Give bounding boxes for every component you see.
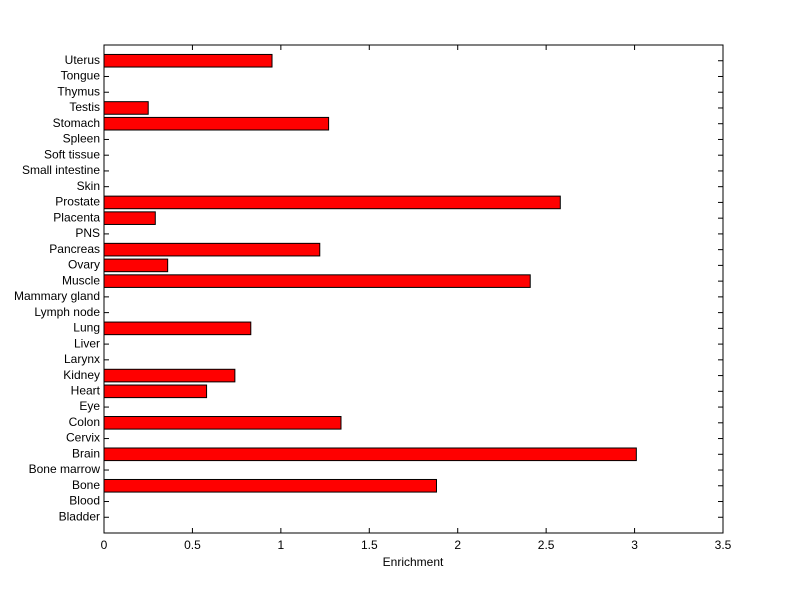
x-tick-label: 2 bbox=[454, 538, 461, 552]
bar bbox=[103, 242, 321, 257]
bar bbox=[103, 384, 208, 399]
y-tick-label: Cervix bbox=[66, 431, 100, 445]
y-tick-label: Spleen bbox=[63, 132, 100, 146]
x-tick-label: 2.5 bbox=[538, 538, 555, 552]
y-tick-label: Bladder bbox=[59, 509, 100, 523]
y-tick-label: Lung bbox=[73, 321, 100, 335]
bar bbox=[103, 258, 169, 273]
x-tick-label: 0 bbox=[101, 538, 108, 552]
x-axis-label: Enrichment bbox=[383, 555, 444, 569]
bar bbox=[103, 53, 273, 68]
bar bbox=[103, 116, 330, 131]
bar bbox=[103, 321, 252, 336]
x-tick-label: 0.5 bbox=[184, 538, 201, 552]
y-tick-label: Heart bbox=[71, 383, 101, 397]
bar bbox=[103, 447, 637, 462]
y-tick-label: Uterus bbox=[65, 53, 100, 67]
y-tick-label: Lymph node bbox=[34, 305, 100, 319]
bar bbox=[103, 416, 342, 430]
y-tick-label: Skin bbox=[77, 179, 100, 193]
bar bbox=[103, 274, 531, 288]
y-tick-label: Soft tissue bbox=[44, 147, 100, 161]
y-tick-label: Mammary gland bbox=[14, 289, 100, 303]
bar bbox=[103, 478, 437, 493]
y-tick-label: Thymus bbox=[57, 84, 100, 98]
y-tick-label: Small intestine bbox=[22, 163, 100, 177]
y-tick-label: Placenta bbox=[53, 210, 100, 224]
x-tick-label: 1.5 bbox=[361, 538, 378, 552]
y-tick-label: Bone marrow bbox=[29, 462, 101, 476]
plot-frame bbox=[103, 44, 724, 534]
x-tick-label: 1 bbox=[278, 538, 285, 552]
y-tick-label: Tongue bbox=[61, 69, 101, 83]
y-tick-label: Bone bbox=[72, 478, 100, 492]
bar bbox=[103, 211, 156, 225]
y-tick-label: Blood bbox=[69, 494, 100, 508]
y-tick-label: Brain bbox=[72, 446, 100, 460]
y-tick-label: Muscle bbox=[62, 273, 100, 287]
y-tick-label: Ovary bbox=[68, 258, 100, 272]
y-tick-label: Larynx bbox=[64, 352, 100, 366]
y-tick-label: Kidney bbox=[63, 368, 100, 382]
x-tick-label: 3 bbox=[631, 538, 638, 552]
y-tick-label: Testis bbox=[69, 100, 100, 114]
y-tick-label: Pancreas bbox=[49, 242, 100, 256]
y-tick-label: Colon bbox=[69, 415, 100, 429]
y-tick-label: Prostate bbox=[55, 195, 100, 209]
bar bbox=[103, 101, 149, 115]
y-tick-label: Stomach bbox=[53, 116, 100, 130]
x-tick-label: 3.5 bbox=[715, 538, 732, 552]
y-tick-label: Liver bbox=[74, 336, 100, 350]
y-tick-label: PNS bbox=[75, 226, 100, 240]
y-tick-label: Eye bbox=[79, 399, 100, 413]
bar bbox=[103, 195, 561, 210]
bar bbox=[103, 368, 236, 383]
